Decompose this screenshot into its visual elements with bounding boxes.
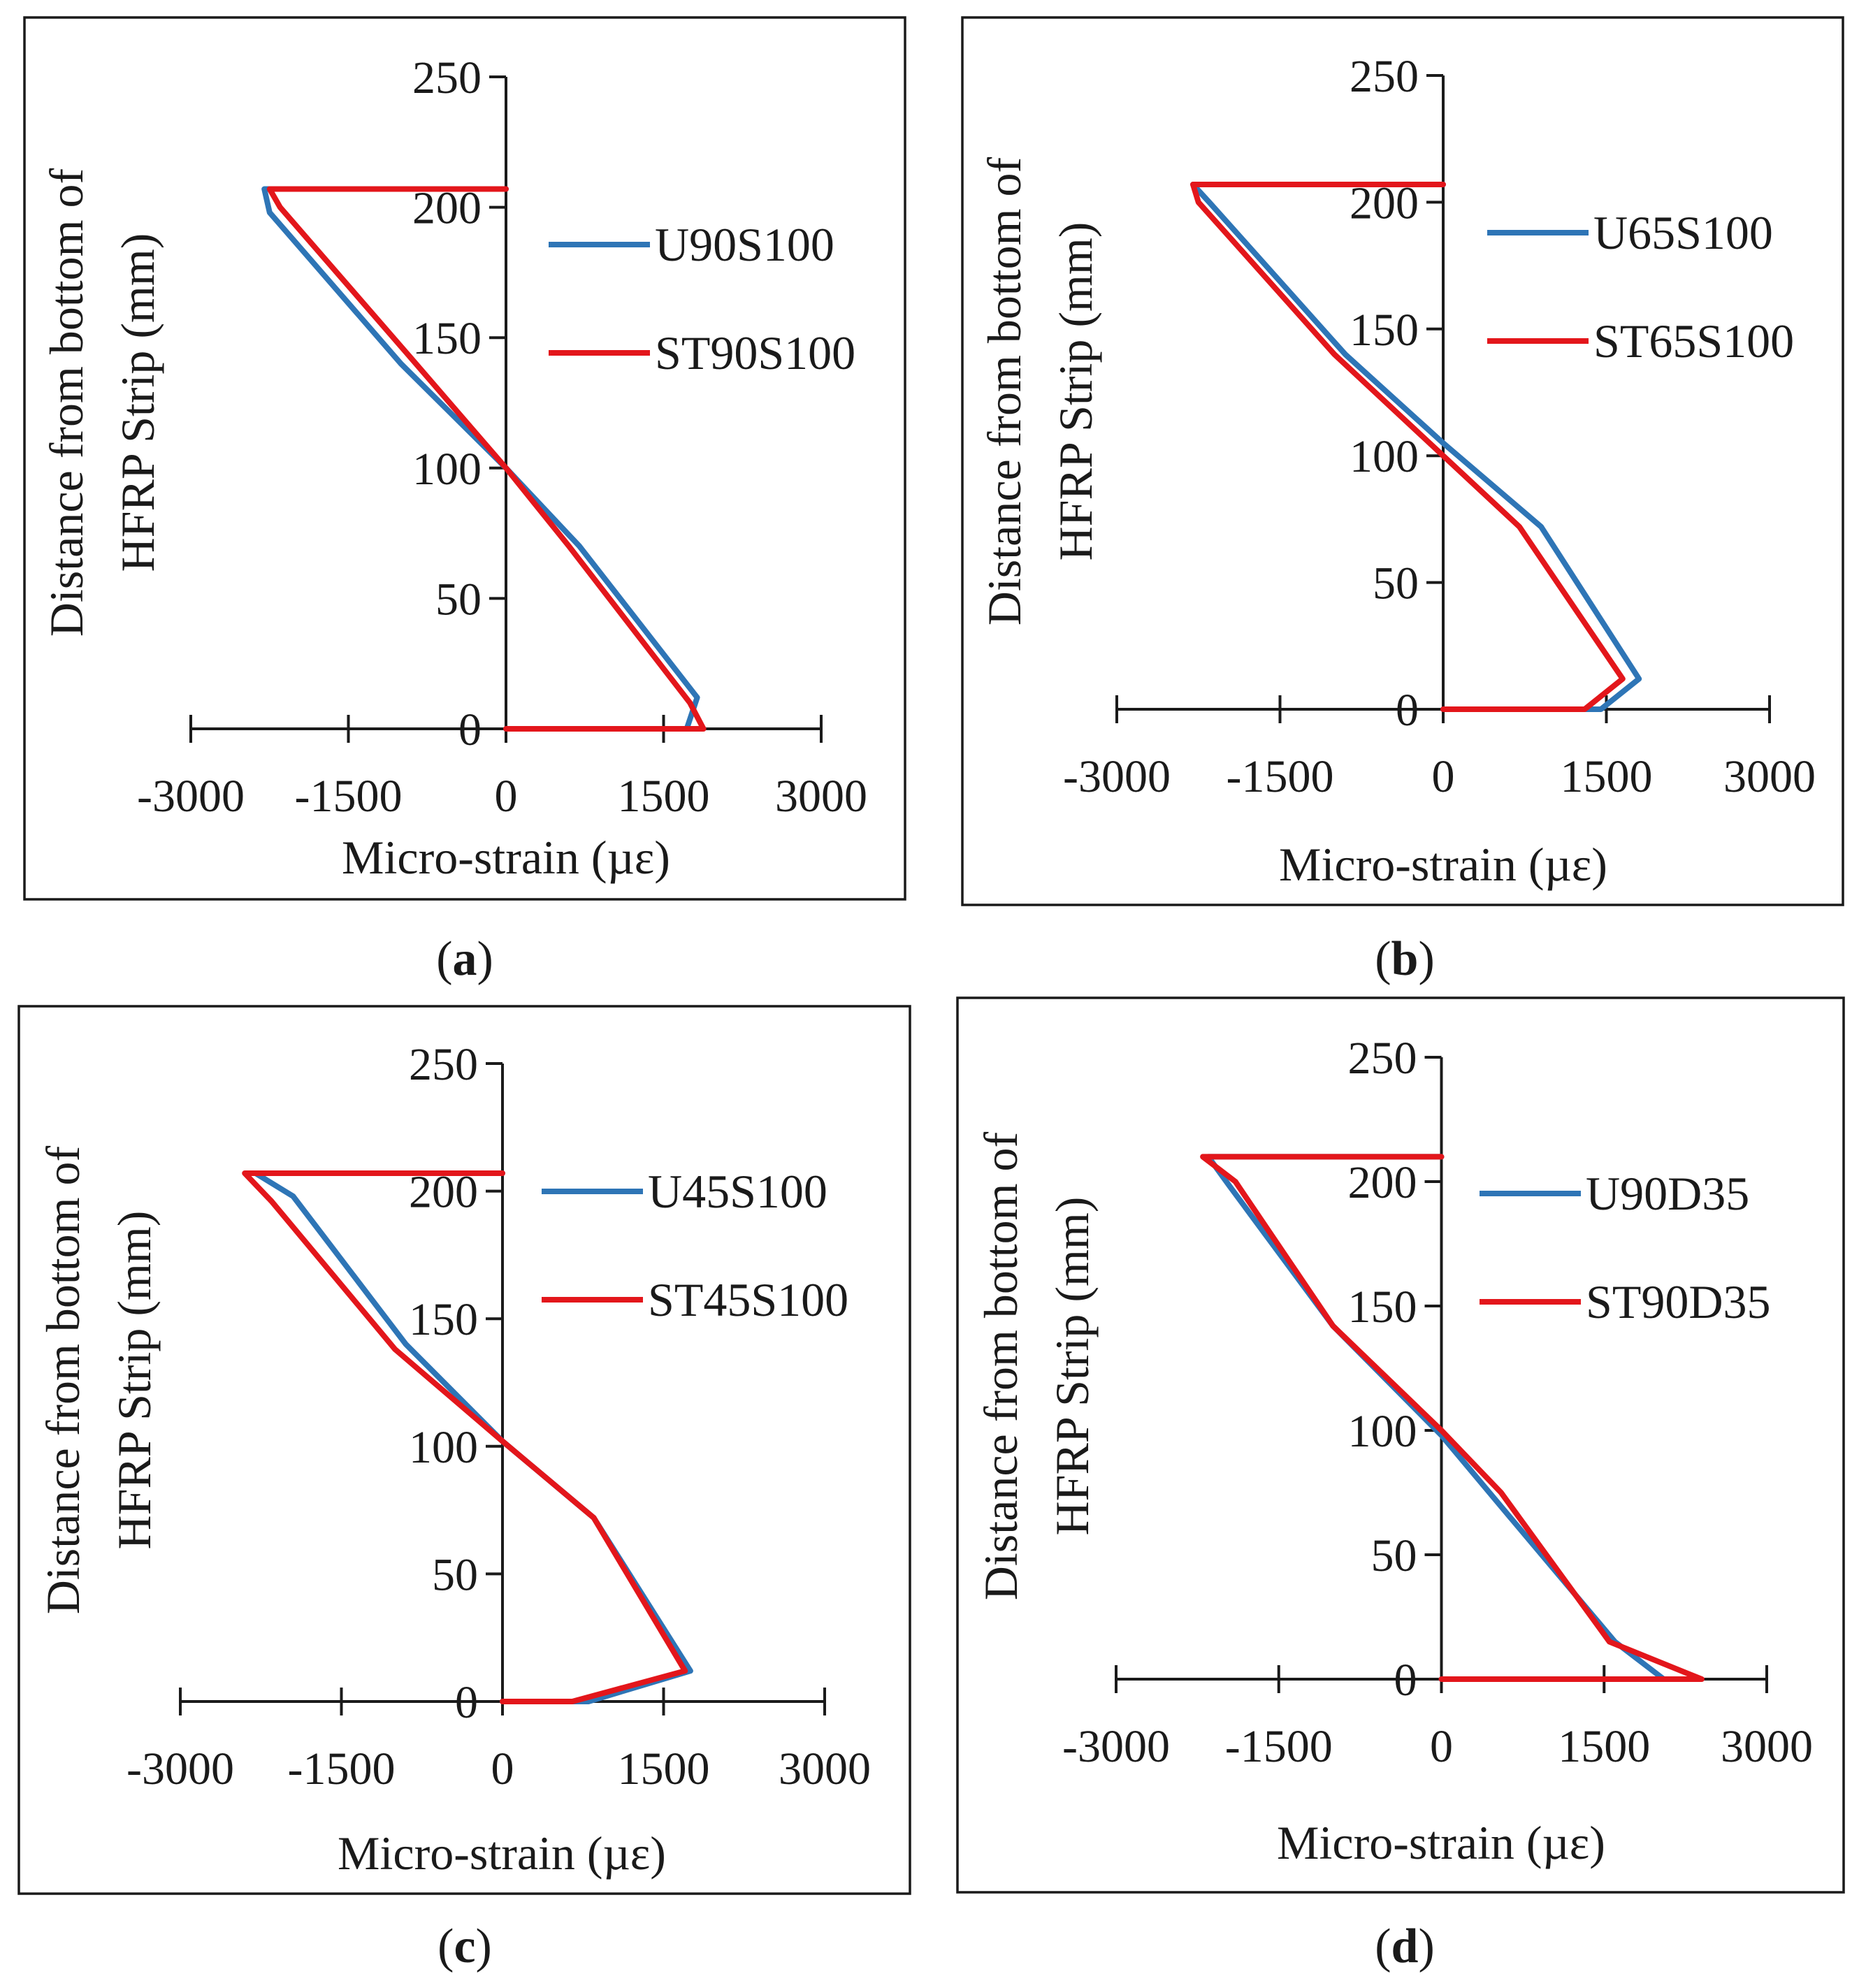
y-tick-label: 100 [1350, 431, 1419, 482]
y-tick-label: 150 [412, 313, 482, 364]
legend-label: ST90S100 [655, 326, 855, 379]
y-tick-label: 250 [1348, 1033, 1417, 1084]
x-tick-label: -1500 [288, 1743, 396, 1794]
y-axis-label-line-1: Distance from bottom of [36, 1145, 89, 1614]
series-line-st90d35 [1200, 1154, 1705, 1682]
y-tick-label: 0 [455, 1677, 478, 1728]
panel-frame [23, 16, 906, 901]
y-tick-label: 0 [1396, 685, 1419, 736]
series-line-st65s100 [1190, 182, 1626, 712]
x-tick-label: -3000 [1062, 1721, 1170, 1772]
x-tick-label: 1500 [618, 771, 710, 822]
y-axis-label-line-2: HFRP Strip (mm) [1046, 1197, 1099, 1536]
panel-frame [961, 16, 1844, 906]
x-tick-label: 0 [495, 771, 518, 822]
y-axis-label-line-2: HFRP Strip (mm) [108, 1211, 161, 1550]
legend-label: ST45S100 [648, 1273, 848, 1326]
panel-caption: (b) [1375, 932, 1435, 986]
x-tick-label: 0 [1432, 751, 1455, 802]
x-axis-label: Micro-strain (µε) [342, 831, 670, 884]
y-tick-label: 200 [1348, 1157, 1417, 1208]
legend-label: U65S100 [1593, 206, 1773, 259]
panel-caption: (d) [1375, 1920, 1435, 1973]
y-tick-label: 250 [412, 52, 482, 103]
x-tick-label: 0 [491, 1743, 514, 1794]
y-tick-label: 50 [432, 1549, 478, 1600]
y-tick-label: 0 [458, 704, 482, 755]
legend-label: ST90D35 [1586, 1275, 1770, 1328]
x-axis-label: Micro-strain (µε) [338, 1827, 666, 1880]
x-tick-label: 1500 [618, 1743, 710, 1794]
x-tick-label: -1500 [295, 771, 403, 822]
legend-label: U45S100 [648, 1165, 827, 1218]
y-tick-label: 100 [412, 444, 482, 495]
y-tick-label: 150 [409, 1294, 478, 1345]
panel-frame [17, 1005, 911, 1895]
y-axis-label-line-1: Distance from bottom of [978, 157, 1031, 625]
x-tick-label: 3000 [775, 771, 867, 822]
legend-label: U90S100 [655, 218, 834, 271]
caption-letter: a [453, 932, 477, 986]
series-line-st90s100 [266, 186, 707, 732]
legend-label: ST65S100 [1593, 314, 1794, 368]
x-tick-label: -1500 [1227, 751, 1334, 802]
series-line-u90d35 [1205, 1154, 1667, 1682]
x-tick-label: -1500 [1225, 1721, 1333, 1772]
caption-letter: b [1391, 932, 1419, 986]
chart-panel-d: Distance from bottom of HFRP Strip (mm) … [956, 996, 1845, 1973]
y-axis-label-line-1: Distance from bottom of [974, 1131, 1027, 1600]
legend-label: U90D35 [1586, 1167, 1749, 1220]
x-tick-label: 3000 [1721, 1721, 1813, 1772]
y-tick-label: 250 [1350, 51, 1419, 102]
y-tick-label: 50 [435, 574, 482, 625]
series-line-st45s100 [242, 1170, 688, 1704]
x-tick-label: 3000 [779, 1743, 871, 1794]
y-axis-label-line-1: Distance from bottom of [40, 168, 93, 637]
chart-panel-c: Distance from bottom of HFRP Strip (mm) … [17, 1005, 911, 1973]
y-tick-label: 50 [1373, 558, 1419, 609]
caption-letter: c [454, 1920, 475, 1973]
y-tick-label: 100 [409, 1422, 478, 1473]
panel-caption: (a) [436, 932, 493, 986]
x-tick-label: -3000 [137, 771, 245, 822]
x-axis-label: Micro-strain (µε) [1279, 838, 1607, 891]
series-line-u65s100 [1190, 182, 1642, 712]
y-axis-label-line-2: HFRP Strip (mm) [111, 233, 164, 572]
x-tick-label: 0 [1430, 1721, 1453, 1772]
x-tick-label: 1500 [1558, 1721, 1650, 1772]
chart-panel-b: Distance from bottom of HFRP Strip (mm) … [961, 16, 1844, 986]
caption-letter: d [1391, 1920, 1419, 1973]
panel-frame [956, 996, 1845, 1894]
y-tick-label: 150 [1350, 305, 1419, 356]
y-tick-label: 150 [1348, 1282, 1417, 1333]
y-tick-label: 0 [1394, 1655, 1417, 1706]
x-axis-label: Micro-strain (µε) [1277, 1816, 1605, 1869]
x-tick-label: -3000 [1063, 751, 1171, 802]
x-tick-label: -3000 [126, 1743, 234, 1794]
y-tick-label: 250 [409, 1039, 478, 1090]
chart-panel-a: Distance from bottom of HFRP Strip (mm) … [23, 16, 906, 986]
y-axis-label-line-2: HFRP Strip (mm) [1049, 222, 1102, 561]
y-tick-label: 100 [1348, 1406, 1417, 1457]
y-tick-label: 50 [1371, 1530, 1417, 1581]
panel-caption: (c) [437, 1920, 492, 1973]
x-tick-label: 1500 [1561, 751, 1653, 802]
x-tick-label: 3000 [1723, 751, 1816, 802]
